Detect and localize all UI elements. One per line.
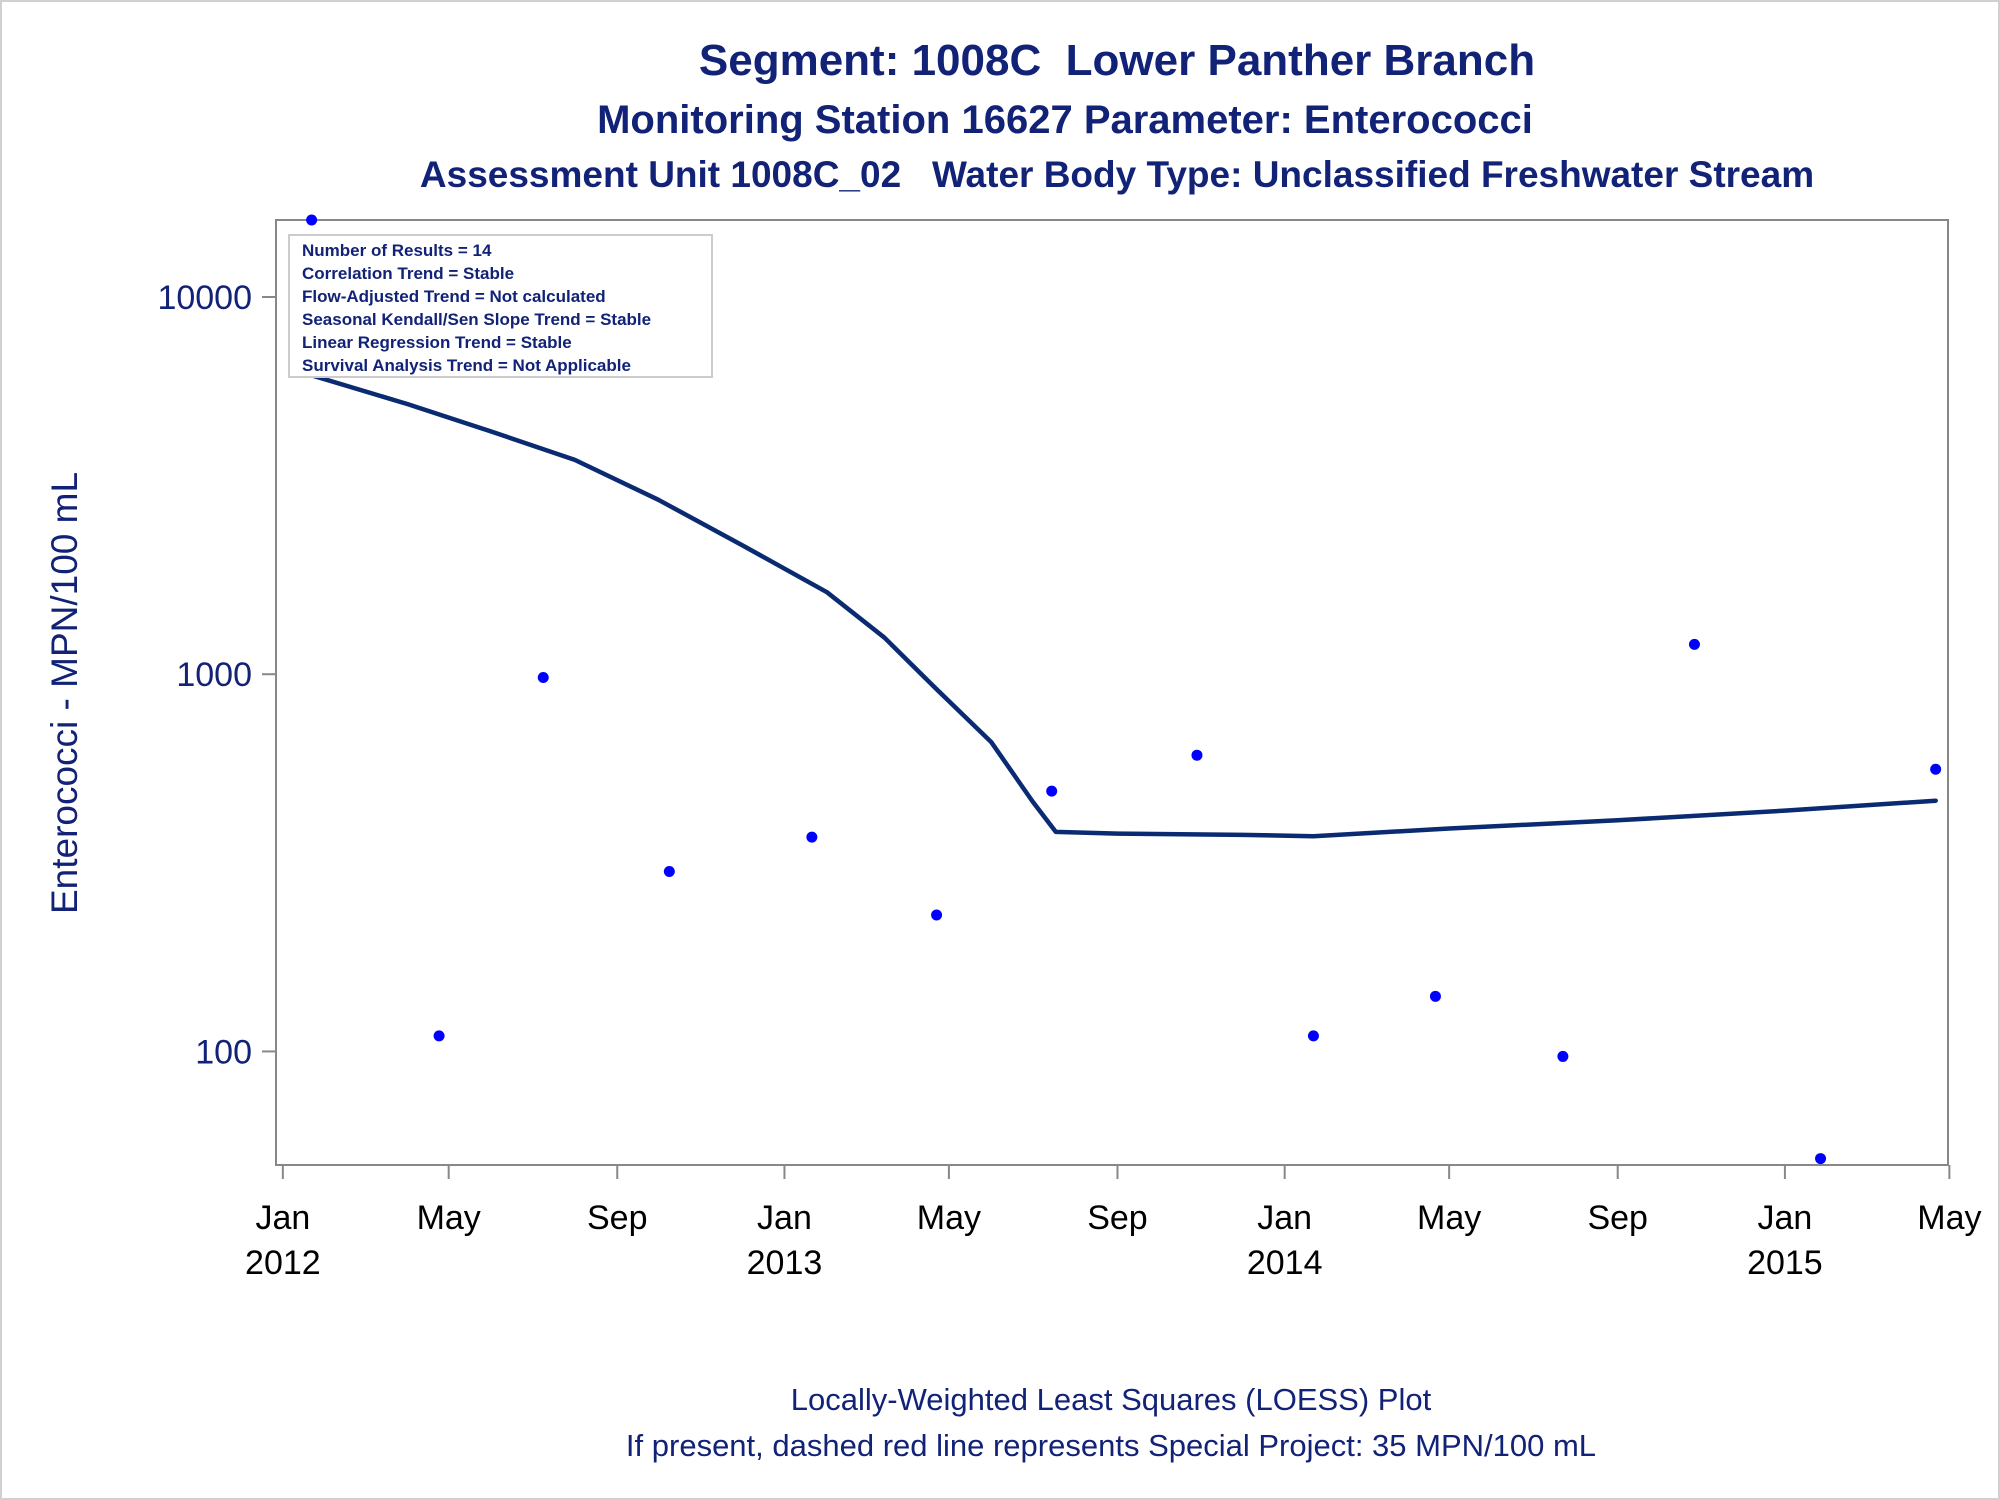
data-point bbox=[1307, 1030, 1319, 1042]
legend-line: Seasonal Kendall/Sen Slope Trend = Stabl… bbox=[302, 310, 651, 329]
x-tick-label: May bbox=[917, 1199, 981, 1237]
chart-title: Segment: 1008C Lower Panther Branch bbox=[698, 36, 1536, 85]
x-tick-year-label: 2014 bbox=[1247, 1244, 1323, 1282]
x-axis: Jan 2012 May Sep Jan 2013 May Sep Jan 2014 May Sep J… bbox=[245, 1165, 1981, 1282]
x-tick-label: May bbox=[1917, 1199, 1981, 1237]
plot-area bbox=[275, 219, 1949, 1166]
x-tick-label: Jan bbox=[1257, 1199, 1312, 1237]
x-tick-year-label: 2015 bbox=[1747, 1244, 1823, 1282]
y-tick-label: 1000 bbox=[176, 656, 252, 694]
legend-line: Correlation Trend = Stable bbox=[302, 264, 514, 283]
x-tick-year-label: 2013 bbox=[747, 1244, 823, 1282]
chart-subtitle-2: Assessment Unit 1008C_02 Water Body Type… bbox=[419, 154, 1815, 195]
y-tick-label: 10000 bbox=[157, 279, 252, 317]
points-layer bbox=[306, 214, 1942, 1165]
data-point bbox=[537, 672, 549, 684]
legend-box bbox=[288, 234, 713, 378]
chart-subtitle: Monitoring Station 16627 Parameter: Ente… bbox=[597, 98, 1533, 142]
data-point bbox=[1557, 1050, 1569, 1062]
x-tick-label: Sep bbox=[587, 1199, 648, 1237]
legend: Number of Results = 14 Correlation Trend … bbox=[288, 234, 713, 378]
data-point bbox=[663, 865, 675, 877]
data-point bbox=[1046, 785, 1058, 797]
data-point bbox=[1429, 990, 1441, 1002]
legend-line: Linear Regression Trend = Stable bbox=[302, 333, 572, 352]
y-axis-label: Enterococci - MPN/100 mL bbox=[44, 472, 85, 914]
data-point bbox=[306, 214, 318, 226]
x-tick-label: Sep bbox=[1087, 1199, 1148, 1237]
data-point bbox=[1688, 638, 1700, 650]
y-axis: 100 1000 10000 bbox=[157, 279, 276, 1071]
legend-line: Number of Results = 14 bbox=[302, 241, 492, 260]
footnote-special-project: If present, dashed red line represents S… bbox=[625, 1428, 1597, 1463]
footnote-loess: Locally-Weighted Least Squares (LOESS) P… bbox=[790, 1382, 1432, 1417]
data-point bbox=[433, 1030, 445, 1042]
x-tick-label: Sep bbox=[1587, 1199, 1648, 1237]
x-tick-label: May bbox=[1417, 1199, 1481, 1237]
data-point bbox=[806, 831, 818, 843]
data-point bbox=[1815, 1153, 1827, 1165]
legend-line: Flow-Adjusted Trend = Not calculated bbox=[302, 287, 606, 306]
y-tick-label: 100 bbox=[195, 1033, 252, 1071]
loess-curve bbox=[309, 373, 1938, 839]
x-tick-label: May bbox=[417, 1199, 481, 1237]
data-point bbox=[1191, 749, 1203, 761]
data-point bbox=[1930, 763, 1942, 775]
loess-layer bbox=[309, 373, 1938, 839]
data-point bbox=[931, 909, 943, 921]
x-tick-label: Jan bbox=[255, 1199, 310, 1237]
legend-line: Survival Analysis Trend = Not Applicable bbox=[302, 356, 631, 375]
x-tick-year-label: 2012 bbox=[245, 1244, 321, 1282]
x-tick-label: Jan bbox=[1757, 1199, 1812, 1237]
x-tick-label: Jan bbox=[757, 1199, 812, 1237]
